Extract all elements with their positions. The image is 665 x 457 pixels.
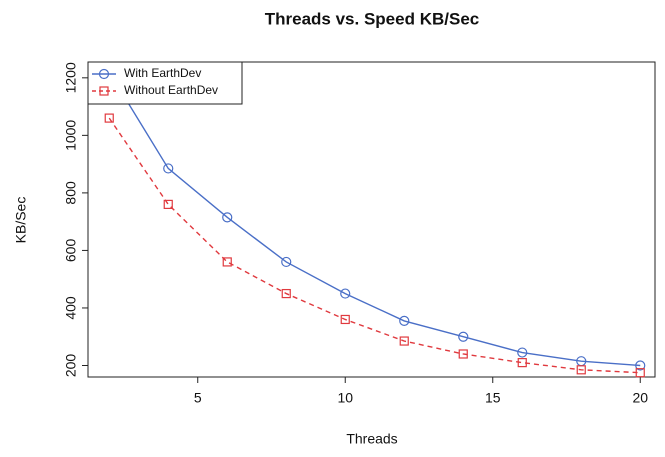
- series-line: [108, 71, 641, 367]
- data-point: [517, 347, 528, 358]
- data-point: [340, 288, 351, 299]
- chart-title: Threads vs. Speed KB/Sec: [265, 9, 479, 28]
- series-line: [108, 117, 641, 374]
- legend-label: With EarthDev: [124, 66, 201, 80]
- x-axis-label: Threads: [346, 431, 397, 447]
- y-tick-label: 600: [63, 239, 79, 263]
- y-axis-label: KB/Sec: [13, 197, 29, 244]
- x-tick-label: 5: [194, 390, 202, 406]
- data-point: [104, 113, 114, 123]
- data-point: [163, 199, 173, 209]
- data-point: [399, 315, 410, 327]
- data-point: [576, 365, 586, 375]
- data-point: [458, 331, 469, 342]
- y-tick-label: 400: [63, 296, 79, 320]
- legend-box: [87, 61, 243, 105]
- data-point: [517, 358, 527, 368]
- data-point: [635, 360, 646, 371]
- y-tick-label: 1200: [63, 62, 79, 93]
- data-point: [281, 256, 292, 268]
- x-tick-label: 20: [632, 390, 648, 406]
- y-tick-label: 200: [63, 354, 79, 378]
- data-point: [399, 336, 409, 346]
- data-point: [340, 314, 350, 325]
- x-tick-label: 15: [485, 390, 501, 406]
- data-point: [458, 349, 468, 359]
- data-point: [222, 212, 233, 223]
- data-point: [281, 288, 291, 299]
- x-tick-label: 10: [337, 390, 353, 406]
- y-tick-label: 1000: [63, 120, 79, 151]
- data-point: [222, 257, 232, 267]
- plot-frame: [87, 61, 656, 378]
- y-tick-label: 800: [63, 181, 79, 205]
- legend-marker: [98, 68, 110, 80]
- legend-label: Without EarthDev: [124, 83, 218, 97]
- data-point: [163, 163, 174, 174]
- legend-marker: [99, 86, 109, 96]
- data-point: [635, 368, 645, 378]
